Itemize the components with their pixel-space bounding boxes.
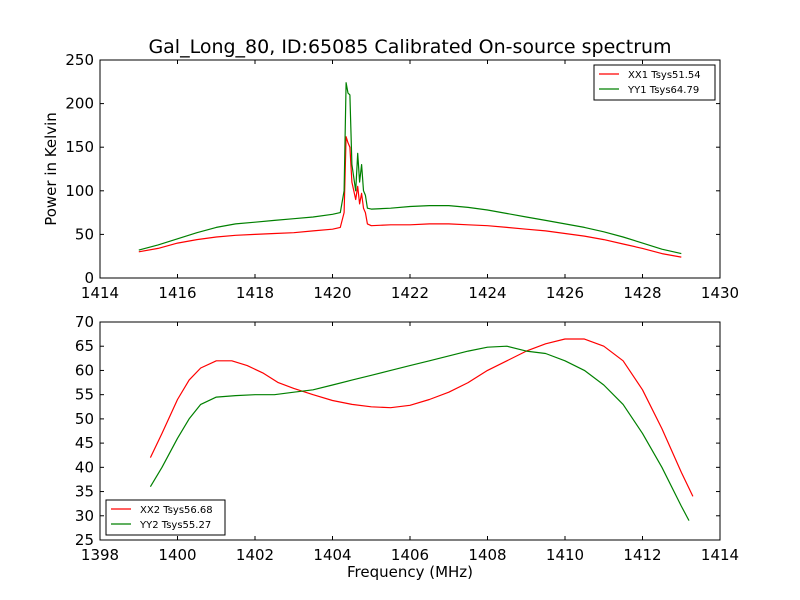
chart-title: Gal_Long_80, ID:65085 Calibrated On-sour… — [148, 36, 671, 58]
bottom-y-tick-label: 50 — [75, 410, 94, 428]
bottom-y-tick-label: 70 — [75, 313, 94, 331]
bottom-legend-label-yy2: YY2 Tsys55.27 — [139, 520, 211, 531]
top-x-tick-label: 1422 — [391, 284, 429, 302]
bottom-x-tick-label: 1398 — [81, 546, 119, 564]
bottom-panel: Frequency (MHz) 1398 1400 1402 1404 1406 1408… — [75, 313, 739, 581]
top-x-tick-label: 1424 — [468, 284, 506, 302]
bottom-series-line-yy2 — [149, 345, 690, 521]
top-series-line-yy1 — [138, 82, 682, 255]
bottom-axis-ticks: 1398 1400 1402 1404 1406 1408 1410 1412 1414 25 30… — [75, 313, 739, 564]
top-x-tick-label: 1416 — [158, 284, 196, 302]
bottom-x-tick-label: 1412 — [623, 546, 661, 564]
bottom-legend: XX2 Tsys56.68 YY2 Tsys55.27 — [105, 499, 226, 536]
bottom-x-tick-label: 1400 — [158, 546, 196, 564]
bottom-y-tick-label: 35 — [75, 483, 94, 501]
bottom-x-tick-label: 1404 — [313, 546, 351, 564]
top-series-line-xx1 — [138, 136, 682, 258]
top-y-tick-label: 0 — [84, 269, 94, 287]
bottom-x-axis-label: Frequency (MHz) — [347, 563, 473, 581]
top-series-lines — [138, 82, 682, 258]
top-y-tick-label: 200 — [65, 95, 94, 113]
top-y-tick-label: 250 — [65, 51, 94, 69]
bottom-legend-box — [105, 499, 226, 536]
top-y-tick-label: 100 — [65, 182, 94, 200]
top-legend-box — [593, 64, 716, 101]
bottom-x-tick-label: 1402 — [236, 546, 274, 564]
bottom-y-tick-label: 40 — [75, 458, 94, 476]
bottom-x-tick-label: 1414 — [701, 546, 739, 564]
top-legend-label-xx1: XX1 Tsys51.54 — [628, 70, 701, 81]
top-x-tick-label: 1426 — [546, 284, 584, 302]
top-legend-label-yy1: YY1 Tsys64.79 — [627, 85, 699, 96]
bottom-y-tick-label: 60 — [75, 361, 94, 379]
bottom-series-lines — [149, 338, 694, 521]
top-x-tick-label: 1418 — [236, 284, 274, 302]
top-x-tick-label: 1428 — [623, 284, 661, 302]
top-panel: Power in Kelvin 1414 1416 1418 1420 1422 1424… — [42, 51, 739, 302]
top-axis-ticks: 1414 1416 1418 1420 1422 1424 1426 1428 1430 0 50 1… — [65, 51, 739, 302]
top-x-tick-label: 1414 — [81, 284, 119, 302]
top-y-axis-label: Power in Kelvin — [42, 112, 60, 226]
bottom-series-line-xx2 — [149, 338, 694, 497]
top-legend: XX1 Tsys51.54 YY1 Tsys64.79 — [593, 64, 716, 101]
bottom-y-tick-label: 30 — [75, 507, 94, 525]
top-y-tick-label: 150 — [65, 138, 94, 156]
bottom-x-tick-label: 1406 — [391, 546, 429, 564]
top-y-tick-label: 50 — [75, 225, 94, 243]
bottom-y-tick-label: 65 — [75, 337, 94, 355]
bottom-legend-label-xx2: XX2 Tsys56.68 — [140, 505, 213, 516]
bottom-y-tick-label: 55 — [75, 386, 94, 404]
top-x-tick-label: 1430 — [701, 284, 739, 302]
bottom-y-tick-label: 25 — [75, 531, 94, 549]
top-x-tick-label: 1420 — [313, 284, 351, 302]
bottom-y-tick-label: 45 — [75, 434, 94, 452]
bottom-x-tick-label: 1410 — [546, 546, 584, 564]
bottom-x-tick-label: 1408 — [468, 546, 506, 564]
